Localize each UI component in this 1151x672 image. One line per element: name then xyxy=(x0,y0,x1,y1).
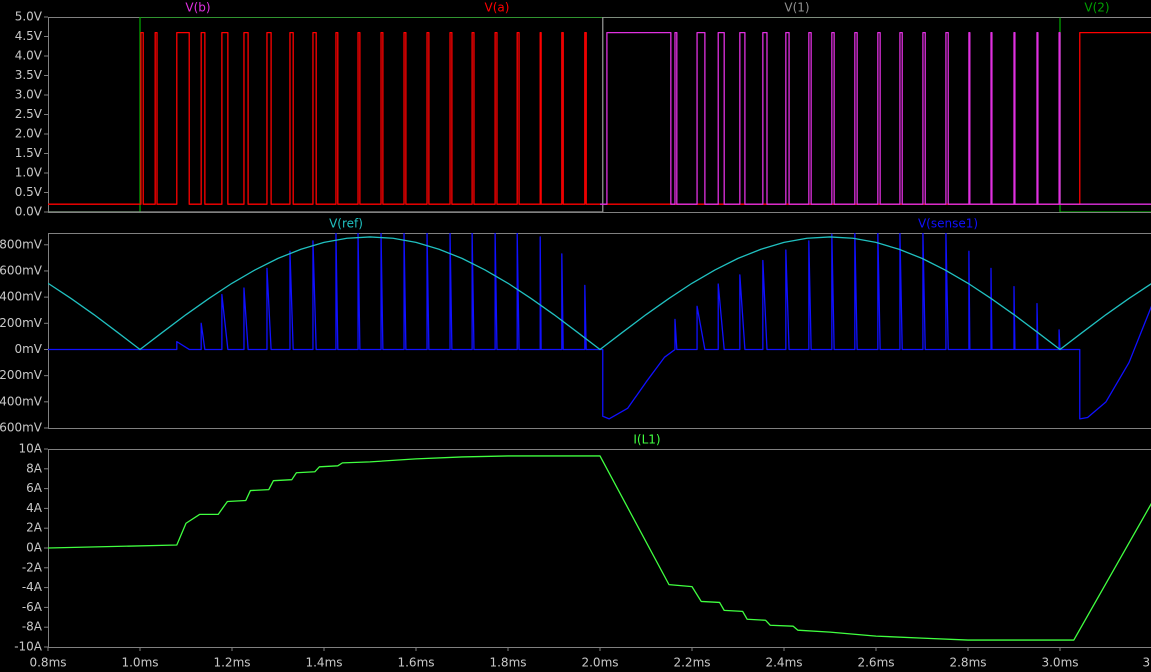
trace-label: V(sense1) xyxy=(918,217,978,231)
y-tick-label: 800mV xyxy=(0,237,43,251)
trace-label: V(b) xyxy=(185,1,210,15)
trace-group xyxy=(48,233,1151,420)
y-tick-label: 4.5V xyxy=(15,29,43,43)
y-tick-label: 2A xyxy=(26,521,43,535)
y-tick-label: -8A xyxy=(22,620,43,634)
y-tick-label: -6A xyxy=(22,600,43,614)
y-tick-label: 0mV xyxy=(14,342,42,356)
y-tick-label: 5.0V xyxy=(15,10,43,24)
x-tick-label: 3.0ms xyxy=(1041,656,1078,670)
waveform xyxy=(48,233,1151,420)
y-tick-label: 3.5V xyxy=(15,68,43,82)
y-tick-label: -400mV xyxy=(0,394,43,408)
x-tick-label: 2.8ms xyxy=(949,656,986,670)
trace-label: V(a) xyxy=(485,1,510,15)
x-tick-label: 2.0ms xyxy=(581,656,618,670)
y-tick-label: 0.5V xyxy=(15,185,43,199)
x-tick-label: 1.6ms xyxy=(397,656,434,670)
y-tick-label: 0.0V xyxy=(15,205,43,219)
y-tick-label: 600mV xyxy=(0,263,43,277)
y-tick-label: 4.0V xyxy=(15,49,43,63)
x-tick-label: 2.4ms xyxy=(765,656,802,670)
y-tick-label: 8A xyxy=(26,461,43,475)
x-tick-label: 2.2ms xyxy=(673,656,710,670)
y-tick-label: 4A xyxy=(26,501,43,515)
y-tick-label: 1.5V xyxy=(15,146,43,160)
x-tick-label: 1.8ms xyxy=(489,656,526,670)
trace-label: V(ref) xyxy=(329,217,363,231)
x-tick-label: 3.2 xyxy=(1142,656,1151,670)
trace-group xyxy=(48,455,1151,641)
y-tick-label: 6A xyxy=(26,481,43,495)
y-tick-label: -2A xyxy=(22,560,43,574)
trace-label: V(1) xyxy=(784,1,809,15)
pane-frame xyxy=(48,233,1151,429)
trace-group xyxy=(48,17,1151,212)
y-tick-label: 200mV xyxy=(0,316,43,330)
y-tick-label: 3.0V xyxy=(15,88,43,102)
y-tick-label: 400mV xyxy=(0,290,43,304)
y-tick-label: 10A xyxy=(19,442,43,456)
waveform xyxy=(48,17,1151,212)
y-tick-label: -10A xyxy=(14,640,43,654)
trace-label: V(2) xyxy=(1084,1,1109,15)
x-tick-label: 1.4ms xyxy=(305,656,342,670)
y-tick-label: -600mV xyxy=(0,421,43,435)
y-tick-label: -200mV xyxy=(0,368,43,382)
waveform xyxy=(600,31,1151,205)
y-tick-label: -4A xyxy=(22,580,43,594)
y-tick-label: 1.0V xyxy=(15,166,43,180)
y-tick-label: 2.0V xyxy=(15,127,43,141)
waveform xyxy=(48,236,1151,351)
x-tick-label: 1.0ms xyxy=(121,656,158,670)
y-tick-label: 0A xyxy=(26,541,43,555)
trace-label: I(L1) xyxy=(633,433,660,447)
waveform xyxy=(48,455,1151,641)
y-tick-label: 2.5V xyxy=(15,107,43,121)
x-tick-label: 1.2ms xyxy=(213,656,250,670)
x-tick-label: 0.8ms xyxy=(29,656,66,670)
x-tick-label: 2.6ms xyxy=(857,656,894,670)
waveform xyxy=(48,31,1151,205)
